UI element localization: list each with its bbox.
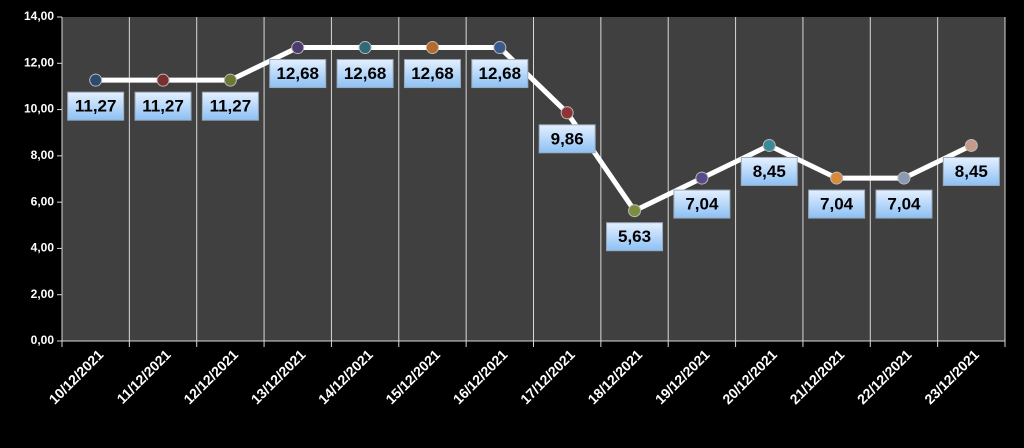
data-label: 12,68	[479, 64, 522, 83]
y-tick-label: 4,00	[31, 241, 55, 255]
label-box	[673, 189, 731, 219]
point	[425, 41, 439, 55]
label-box	[875, 189, 933, 219]
data-label: 7,04	[685, 195, 719, 214]
label-box	[606, 222, 664, 252]
point	[358, 41, 372, 55]
point	[830, 171, 844, 185]
data-label: 12,68	[276, 64, 319, 83]
label-box	[403, 59, 461, 89]
label-box	[942, 156, 1000, 186]
label-box	[336, 59, 394, 89]
point	[156, 73, 170, 87]
label-box	[538, 124, 596, 154]
y-tick-label: 10,00	[24, 102, 54, 116]
point	[291, 41, 305, 55]
data-label: 11,27	[210, 97, 252, 116]
y-tick-label: 6,00	[31, 194, 55, 208]
point	[493, 41, 507, 55]
point	[964, 138, 978, 152]
y-tick-label: 2,00	[31, 287, 55, 301]
data-label: 12,68	[411, 64, 454, 83]
data-label: 7,04	[887, 195, 921, 214]
data-label: 7,04	[820, 195, 854, 214]
point	[628, 204, 642, 218]
label-box	[269, 59, 327, 89]
point	[695, 171, 709, 185]
data-label: 12,68	[344, 64, 387, 83]
point	[897, 171, 911, 185]
line	[95, 45, 973, 214]
point	[762, 138, 776, 152]
data-label: 8,45	[753, 162, 786, 181]
y-tick-label: 12,00	[24, 55, 54, 69]
data-label: 11,27	[142, 97, 184, 116]
label-box	[201, 91, 259, 121]
data-label: 8,45	[955, 162, 988, 181]
data-label: 5,63	[618, 227, 651, 246]
label-box	[67, 91, 125, 121]
label-box	[471, 59, 529, 89]
point	[560, 106, 574, 120]
y-tick-label: 14,00	[24, 9, 54, 23]
label-box	[808, 189, 866, 219]
label-box	[740, 156, 798, 186]
data-label: 11,27	[75, 97, 117, 116]
point	[223, 73, 237, 87]
label-box	[134, 91, 192, 121]
point	[89, 73, 103, 87]
data-label: 9,86	[551, 129, 584, 148]
y-tick-label: 8,00	[31, 148, 55, 162]
y-tick-label: 0,00	[31, 333, 55, 347]
